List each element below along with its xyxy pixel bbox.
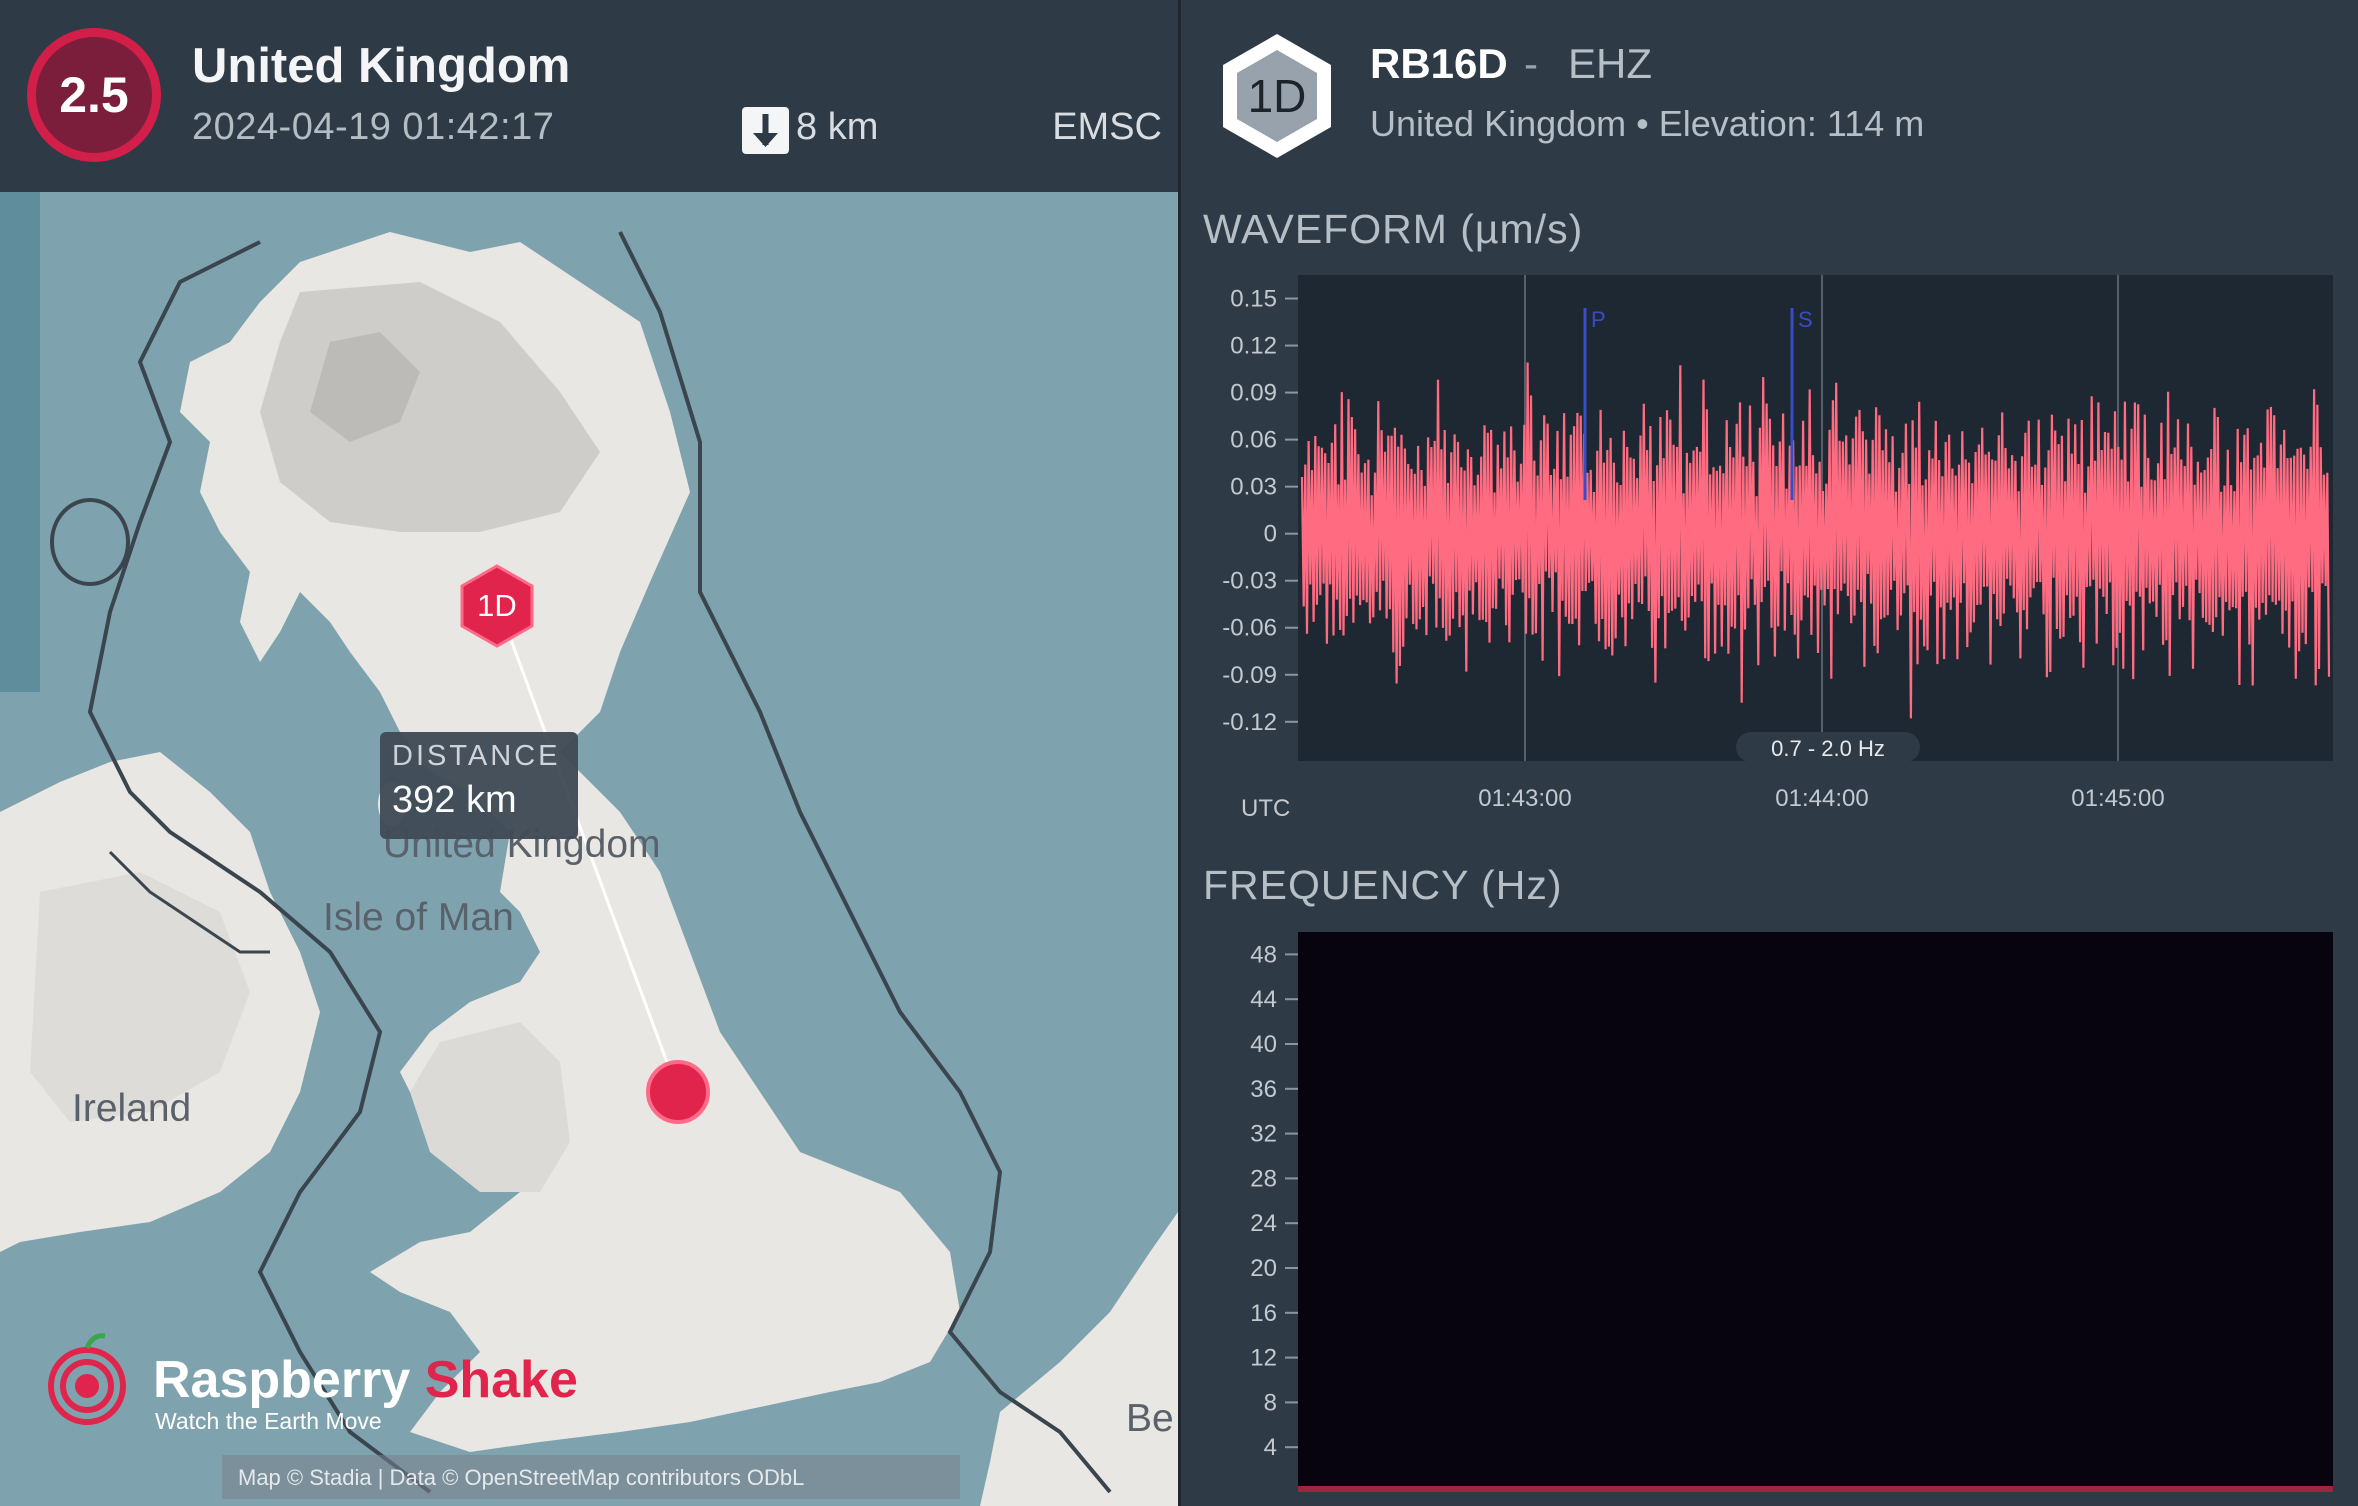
spectrogram-y-tick-11: 4 [1264, 1434, 1277, 1461]
station-marker-label: 1D [477, 588, 517, 623]
p-phase-label: P [1591, 307, 1606, 332]
map-label-ireland: Ireland [72, 1087, 192, 1130]
waveform-x-tick-1: 01:44:00 [1775, 785, 1868, 812]
depth-arrow-icon [742, 107, 789, 154]
event-region: United Kingdom [192, 39, 571, 93]
frequency-title: FREQUENCY (Hz) [1203, 862, 1563, 908]
spectrogram-y-tick-0: 48 [1250, 941, 1277, 968]
spectrogram-y-tick-7: 20 [1250, 1255, 1277, 1282]
map-view[interactable]: 1D United Kingdom Isle of Man Ireland Be… [0, 192, 1178, 1506]
spectrogram-low-band [1298, 1486, 2333, 1492]
map-attribution[interactable]: Map © Stadia | Data © OpenStreetMap cont… [222, 1455, 960, 1499]
waveform-chart[interactable]: 0.15 0.12 0.09 0.06 0.03 0 -0.03 -0.06 -0.09 -0.1… [1181, 260, 2358, 840]
station-panel: 1D RB16D - EHZ United Kingdom • Elevatio… [1181, 0, 2358, 1506]
event-datetime: 2024-04-19 01:42:17 [192, 106, 555, 148]
s-phase-label: S [1798, 307, 1813, 332]
logo-tagline: Watch the Earth Move [155, 1408, 382, 1434]
logo-name-part2: Shake [424, 1351, 578, 1409]
utc-label: UTC [1241, 795, 1290, 822]
station-info: United Kingdom • Elevation: 114 m [1370, 103, 1925, 144]
event-source: EMSC [1052, 106, 1162, 148]
waveform-y-tick-7: -0.06 [1222, 615, 1277, 642]
map-canvas: 1D [0, 192, 1178, 1506]
event-depth: 8 km [796, 106, 879, 148]
magnitude-badge: 2.5 [27, 28, 161, 162]
waveform-y-tick-8: -0.09 [1222, 662, 1277, 689]
waveform-y-tick-6: -0.03 [1222, 568, 1277, 595]
spectrogram-y-tick-5: 28 [1250, 1165, 1277, 1192]
distance-value: 392 km [392, 779, 517, 821]
spectrogram-y-tick-6: 24 [1250, 1210, 1277, 1237]
event-header: 2.5 United Kingdom 2024-04-19 01:42:17 8… [0, 0, 1178, 192]
map-label-isle-of-man: Isle of Man [323, 896, 514, 939]
spectrogram-y-tick-1: 44 [1250, 986, 1277, 1013]
map-label-belgium: Be [1126, 1397, 1174, 1440]
waveform-y-tick-2: 0.09 [1230, 380, 1277, 407]
waveform-y-tick-1: 0.12 [1230, 333, 1277, 360]
spectrogram-y-tick-8: 16 [1250, 1300, 1277, 1327]
waveform-x-tick-0: 01:43:00 [1478, 785, 1571, 812]
waveform-y-tick-0: 0.15 [1230, 286, 1277, 313]
station-badge: 1D [1217, 30, 1337, 167]
spectrogram-y-tick-2: 40 [1250, 1031, 1277, 1058]
waveform-y-tick-4: 0.03 [1230, 474, 1277, 501]
station-code: RB16D [1370, 40, 1508, 87]
station-separator: - [1524, 40, 1538, 87]
filter-label: 0.7 - 2.0 Hz [1771, 736, 1885, 761]
distance-label: DISTANCE [392, 740, 561, 772]
station-badge-label: 1D [1248, 70, 1307, 122]
logo-name-part1: Raspberry [153, 1351, 411, 1409]
waveform-title: WAVEFORM (µm/s) [1203, 206, 1584, 252]
waveform-y-tick-3: 0.06 [1230, 427, 1277, 454]
spectrogram-y-tick-4: 32 [1250, 1121, 1277, 1148]
spectrogram-y-tick-3: 36 [1250, 1076, 1277, 1103]
logo-name: Raspberry Shake [153, 1350, 578, 1410]
distance-tooltip: DISTANCE 392 km [380, 732, 578, 839]
spectrogram-y-tick-9: 12 [1250, 1345, 1277, 1372]
waveform-x-tick-2: 01:45:00 [2071, 785, 2164, 812]
spectrogram-y-tick-10: 8 [1264, 1389, 1277, 1416]
spectrogram-plot-area [1298, 932, 2333, 1492]
station-channel: EHZ [1568, 40, 1652, 87]
waveform-y-tick-5: 0 [1264, 521, 1277, 548]
filter-badge[interactable] [1736, 732, 1920, 762]
spectrogram-chart[interactable]: 48 44 40 36 32 28 24 20 16 12 8 4 [1181, 920, 2358, 1506]
waveform-y-tick-9: -0.12 [1222, 709, 1277, 736]
panel-divider [1178, 0, 1181, 1506]
raspberry-icon [48, 1333, 126, 1425]
waveform-series [1300, 362, 2331, 719]
